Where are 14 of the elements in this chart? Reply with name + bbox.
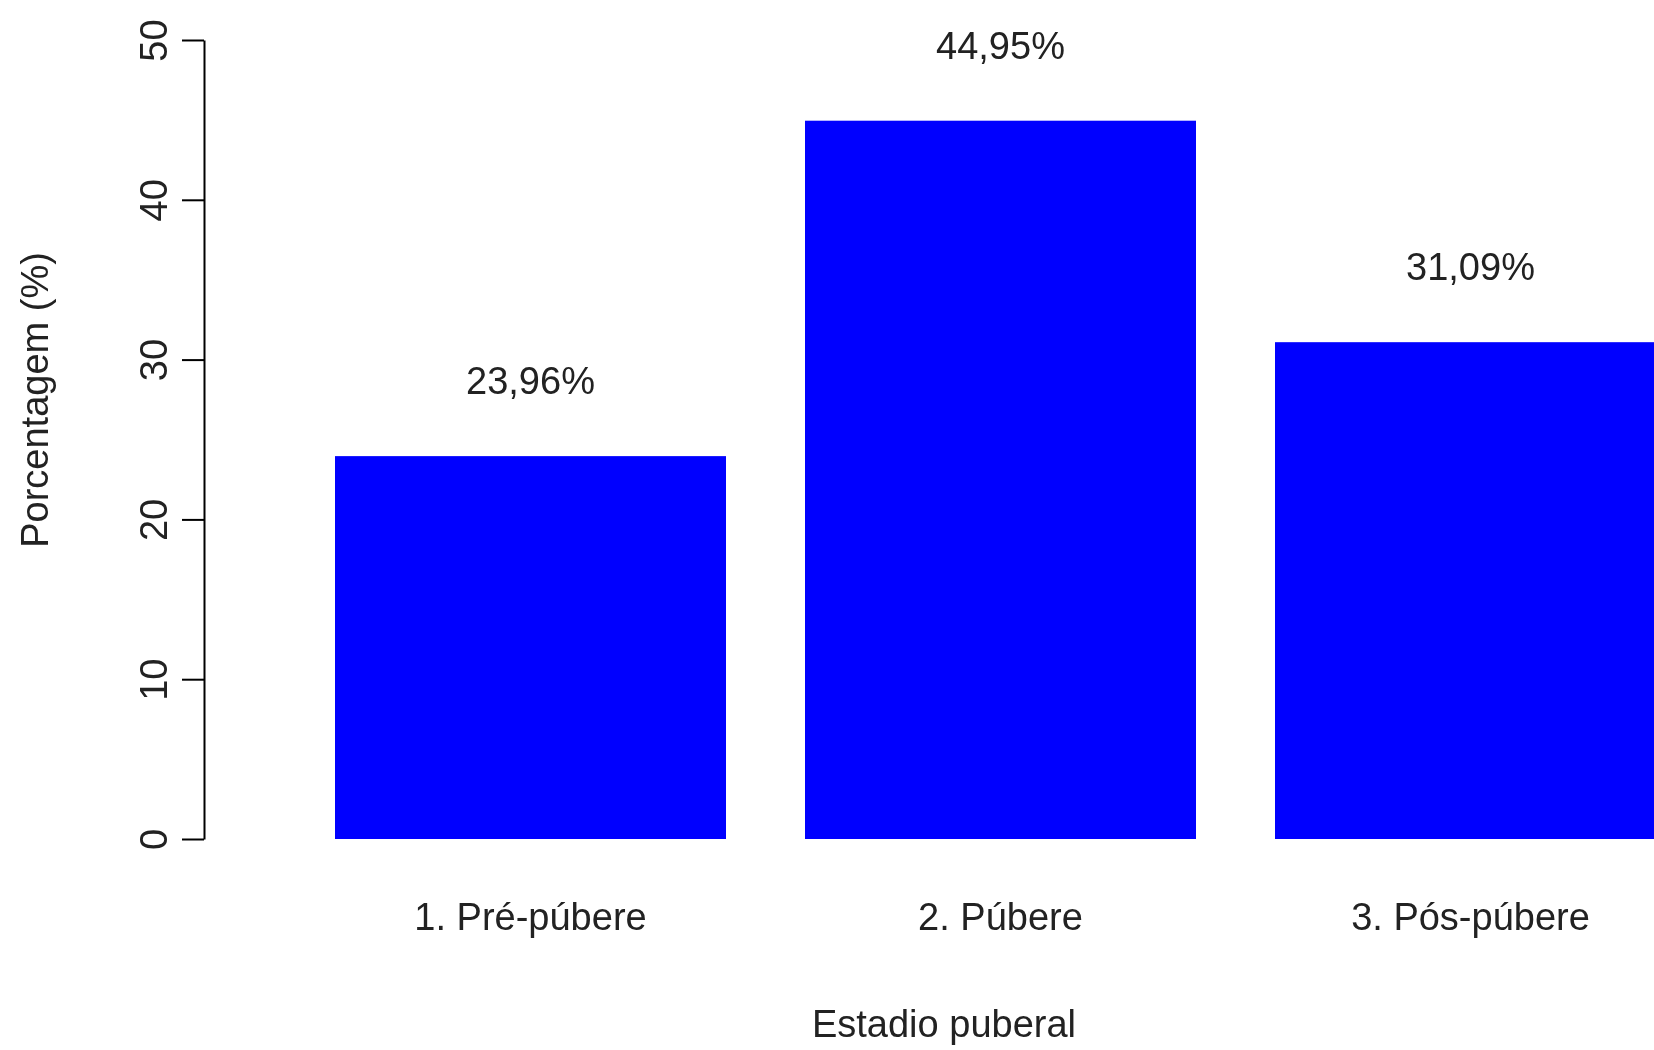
y-tick-label: 20 — [133, 498, 176, 542]
y-tick-label: 0 — [133, 828, 176, 851]
data-label: 44,95% — [936, 24, 1065, 67]
y-tick-label: 40 — [133, 179, 176, 222]
x-tick-label: 2. Púbere — [918, 896, 1083, 938]
y-axis-title: Porcentagem (%) — [14, 252, 56, 548]
x-tick-label: 1. Pré-púbere — [414, 896, 647, 938]
x-axis-title: Estadio puberal — [811, 1003, 1077, 1045]
y-tick-label: 50 — [133, 19, 176, 62]
y-tick-label: 10 — [133, 658, 176, 701]
y-tick-label: 30 — [133, 338, 176, 382]
data-label: 31,09% — [1406, 246, 1535, 289]
data-label: 23,96% — [466, 360, 595, 403]
x-tick-label: 3. Pós-púbere — [1351, 896, 1590, 938]
